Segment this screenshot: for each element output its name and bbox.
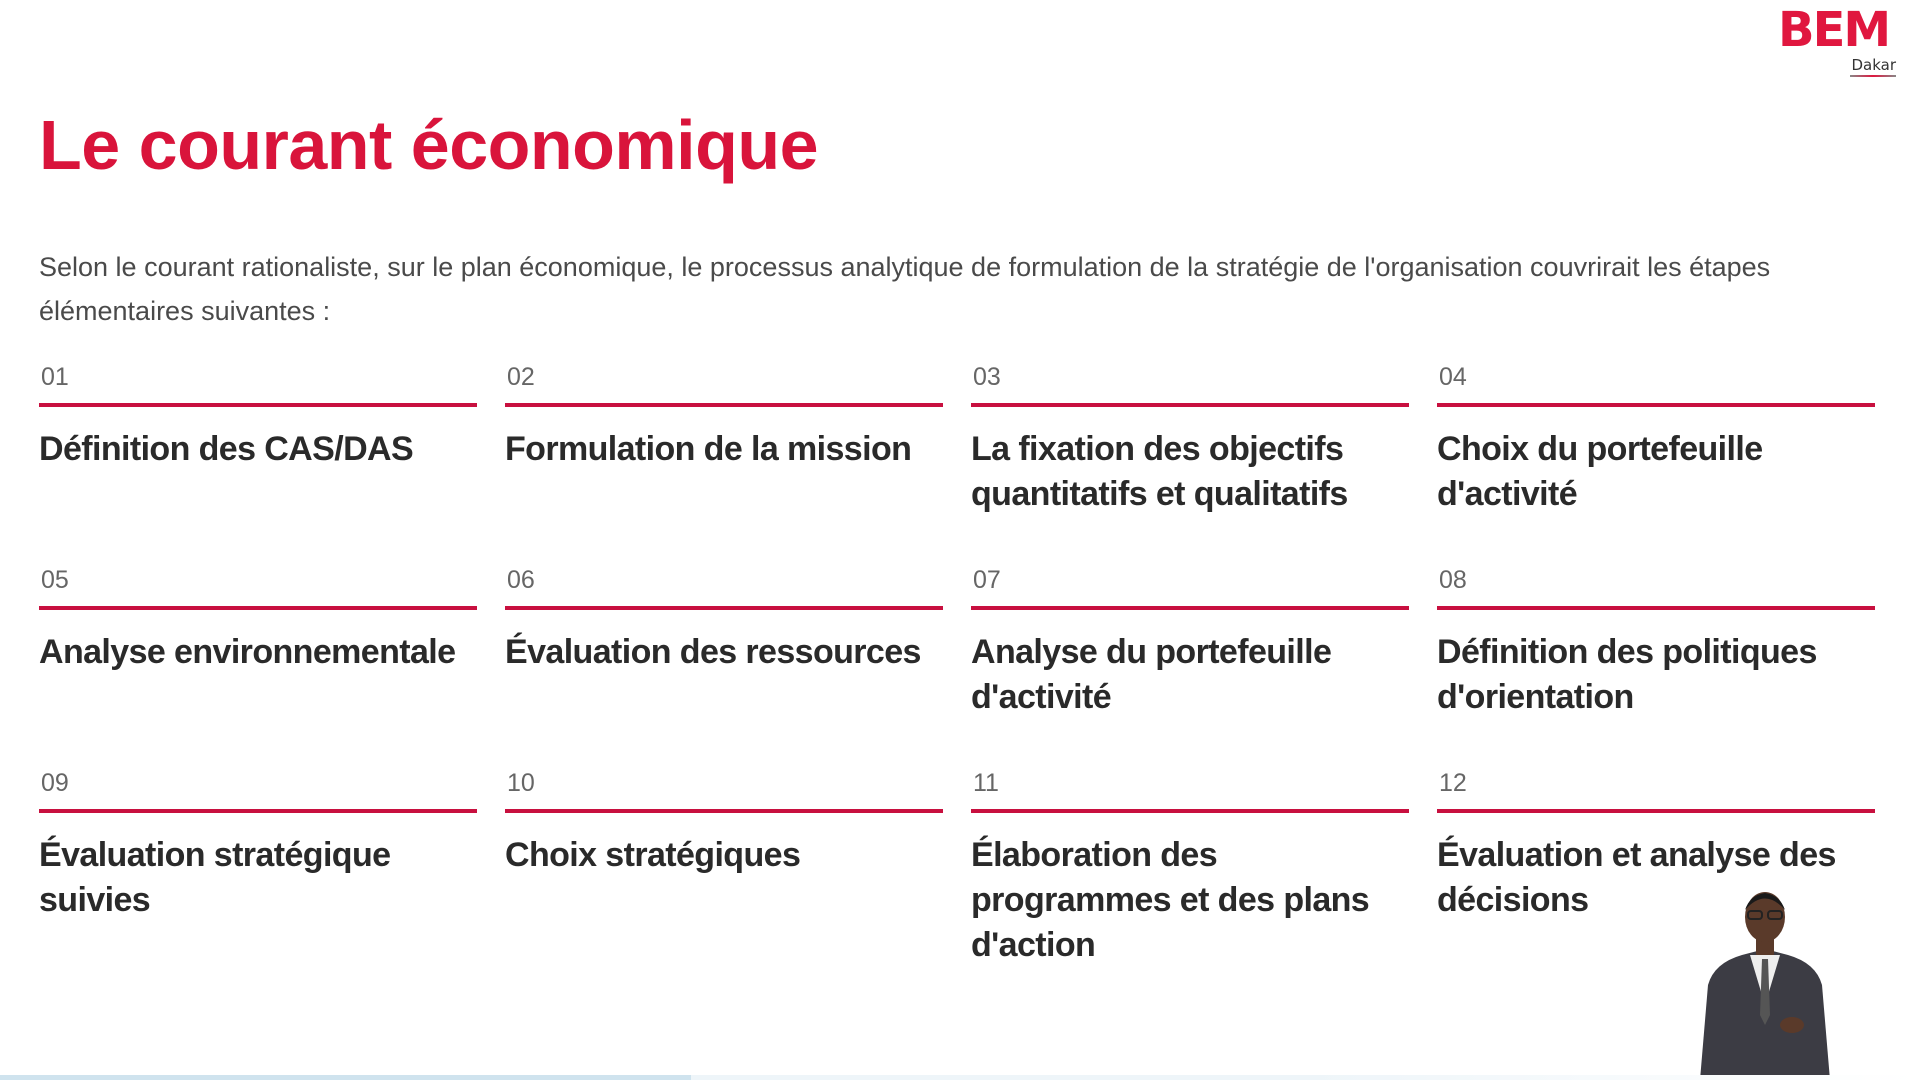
step-item: 01 Définition des CAS/DAS <box>39 362 477 565</box>
step-title: Évaluation des ressources <box>505 633 921 671</box>
step-item: 07 Analyse du portefeuille d'activité <box>971 565 1409 768</box>
step-number: 09 <box>41 769 69 797</box>
step-title: Analyse environnementale <box>39 633 456 671</box>
step-item: 04 Choix du portefeuille d'activité <box>1437 362 1875 565</box>
step-number: 12 <box>1439 769 1467 797</box>
steps-grid: 01 Définition des CAS/DAS 02 Formulation … <box>39 362 1877 976</box>
logo-sub: Dakar <box>1851 56 1896 74</box>
step-number: 01 <box>41 363 69 391</box>
step-title: Choix du portefeuille d'activité <box>1437 430 1763 513</box>
step-title: Évaluation et analyse des décisions <box>1437 836 1836 919</box>
step-item: 10 Choix stratégiques <box>505 768 943 976</box>
step-divider <box>1437 606 1875 610</box>
step-title: Élaboration des programmes et des plans … <box>971 836 1370 964</box>
step-divider <box>505 809 943 813</box>
step-item: 06 Évaluation des ressources <box>505 565 943 768</box>
step-number: 03 <box>973 363 1001 391</box>
step-title: Analyse du portefeuille d'activité <box>971 633 1332 716</box>
logo-brand: BEM <box>1778 2 1891 58</box>
step-title: Formulation de la mission <box>505 430 912 468</box>
step-number: 06 <box>507 566 535 594</box>
step-item: 02 Formulation de la mission <box>505 362 943 565</box>
step-item: 11 Élaboration des programmes et des pla… <box>971 768 1409 976</box>
step-item: 08 Définition des politiques d'orientati… <box>1437 565 1875 768</box>
step-item: 12 Évaluation et analyse des décisions <box>1437 768 1875 976</box>
intro-text: Selon le courant rationaliste, sur le pl… <box>39 252 1771 326</box>
step-title: Évaluation stratégique suivies <box>39 836 391 919</box>
step-divider <box>39 809 477 813</box>
step-number: 07 <box>973 566 1001 594</box>
step-title: Choix stratégiques <box>505 836 801 874</box>
step-title: La fixation des objectifs quantitatifs e… <box>971 430 1348 513</box>
step-number: 10 <box>507 769 535 797</box>
step-number: 04 <box>1439 363 1467 391</box>
step-number: 08 <box>1439 566 1467 594</box>
step-divider <box>505 606 943 610</box>
step-title: Définition des CAS/DAS <box>39 430 414 468</box>
step-item: 05 Analyse environnementale <box>39 565 477 768</box>
step-title: Définition des politiques d'orientation <box>1437 633 1817 716</box>
step-divider <box>971 809 1409 813</box>
step-item: 03 La fixation des objectifs quantitatif… <box>971 362 1409 565</box>
slide-title: Le courant économique <box>39 106 819 184</box>
video-progress-bar[interactable] <box>0 1075 1920 1080</box>
step-number: 02 <box>507 363 535 391</box>
presenter-video <box>1700 892 1830 1080</box>
step-divider <box>39 606 477 610</box>
step-number: 11 <box>973 769 999 797</box>
logo-underline <box>1850 75 1896 77</box>
step-item: 09 Évaluation stratégique suivies <box>39 768 477 976</box>
step-number: 05 <box>41 566 69 594</box>
step-divider <box>971 403 1409 407</box>
step-divider <box>39 403 477 407</box>
bem-dakar-logo: BEM Dakar <box>1778 2 1900 78</box>
step-divider <box>1437 809 1875 813</box>
step-divider <box>1437 403 1875 407</box>
step-divider <box>971 606 1409 610</box>
step-divider <box>505 403 943 407</box>
